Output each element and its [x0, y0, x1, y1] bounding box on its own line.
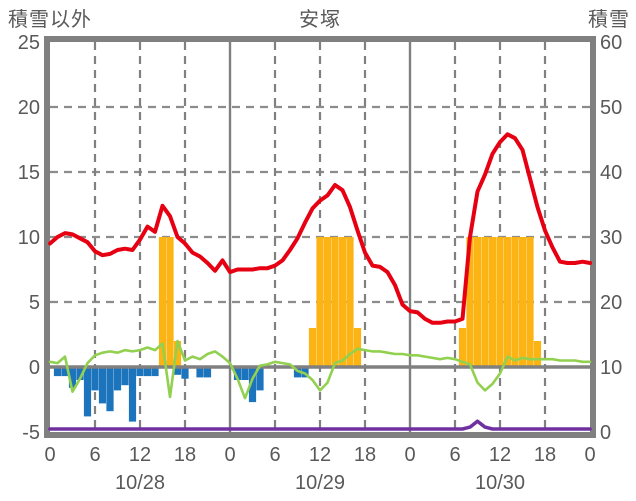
x-axis-date-label: 10/30	[475, 472, 525, 494]
precip-bar	[473, 237, 482, 367]
negative-bar	[151, 367, 159, 377]
negative-bar	[233, 367, 242, 380]
negative-bar	[143, 367, 152, 377]
left-axis-tick-label: 10	[18, 227, 40, 249]
precip-bar	[511, 237, 519, 367]
negative-bar	[181, 367, 189, 379]
negative-bar	[83, 367, 92, 417]
x-axis-date-label: 10/28	[115, 472, 165, 494]
precip-bar	[496, 237, 504, 367]
precip-bar	[526, 237, 534, 367]
right-axis-tick-label: 60	[600, 32, 622, 54]
x-axis-hour-label: 12	[309, 444, 331, 466]
right-axis-tick-label: 30	[600, 227, 622, 249]
right-axis-tick-label: 0	[600, 422, 611, 444]
left-axis-tick-label: 20	[18, 97, 40, 119]
negative-bar	[128, 367, 137, 422]
precip-bar	[458, 328, 467, 367]
left-axis-title: 積雪以外	[8, 9, 92, 31]
x-axis-hour-label: 6	[449, 444, 460, 466]
x-axis-hour-label: 0	[584, 444, 595, 466]
x-axis-hour-label: 12	[489, 444, 511, 466]
negative-bar	[98, 367, 107, 404]
left-axis-tick-label: 15	[18, 162, 40, 184]
precip-bar	[308, 328, 317, 367]
negative-bar	[53, 367, 62, 377]
chart-title: 安塚	[299, 9, 341, 31]
x-axis-hour-label: 12	[129, 444, 151, 466]
precip-bar	[518, 237, 527, 367]
precip-bar	[158, 237, 167, 367]
negative-bar	[196, 367, 204, 378]
negative-bar	[68, 367, 77, 388]
precip-bar	[338, 237, 347, 367]
right-axis-title: 積雪	[588, 9, 630, 31]
left-axis-tick-label: 5	[29, 292, 40, 314]
negative-bar	[121, 367, 129, 386]
precip-bar	[323, 237, 332, 367]
left-axis-tick-label: -5	[22, 422, 40, 444]
precip-bar	[331, 237, 339, 367]
green-line	[48, 339, 592, 400]
x-axis-hour-label: 18	[534, 444, 556, 466]
purple-line	[48, 419, 592, 431]
x-axis-hour-label: 0	[224, 444, 235, 466]
precip-bar	[503, 237, 512, 367]
negative-bar	[136, 367, 144, 377]
precip-bar	[346, 237, 354, 367]
negative-bar	[91, 367, 99, 391]
negative-bar	[106, 367, 114, 412]
left-axis-tick-label: 25	[18, 32, 40, 54]
red-line	[48, 132, 592, 325]
x-axis-hour-label: 6	[269, 444, 280, 466]
precip-bar	[481, 237, 489, 367]
x-axis-hour-label: 0	[404, 444, 415, 466]
negative-bar	[76, 367, 84, 380]
negative-bar	[241, 367, 249, 380]
negative-bar	[113, 367, 122, 391]
right-axis-tick-label: 40	[600, 162, 622, 184]
orange-bars-group	[158, 237, 542, 367]
precip-bar	[173, 341, 182, 367]
negative-bar	[61, 367, 69, 377]
precip-bar	[533, 341, 542, 367]
precip-bar	[488, 237, 497, 367]
precip-bar	[466, 237, 474, 367]
precip-bar	[316, 237, 324, 367]
negative-bar	[248, 367, 257, 403]
negative-bar	[203, 367, 212, 378]
negative-bar	[173, 367, 182, 375]
x-axis-hour-label: 0	[44, 444, 55, 466]
left-axis-tick-label: 0	[29, 357, 40, 379]
plot-border	[44, 36, 596, 438]
x-axis-hour-label: 6	[89, 444, 100, 466]
blue-bars-group	[53, 367, 309, 422]
right-axis-tick-label: 10	[600, 357, 622, 379]
negative-bar	[256, 367, 264, 391]
x-axis-date-label: 10/29	[295, 472, 345, 494]
precip-bar	[166, 237, 174, 367]
x-axis-hour-label: 18	[174, 444, 196, 466]
right-axis-tick-label: 50	[600, 97, 622, 119]
x-axis-hour-label: 18	[354, 444, 376, 466]
right-axis-tick-label: 20	[600, 292, 622, 314]
